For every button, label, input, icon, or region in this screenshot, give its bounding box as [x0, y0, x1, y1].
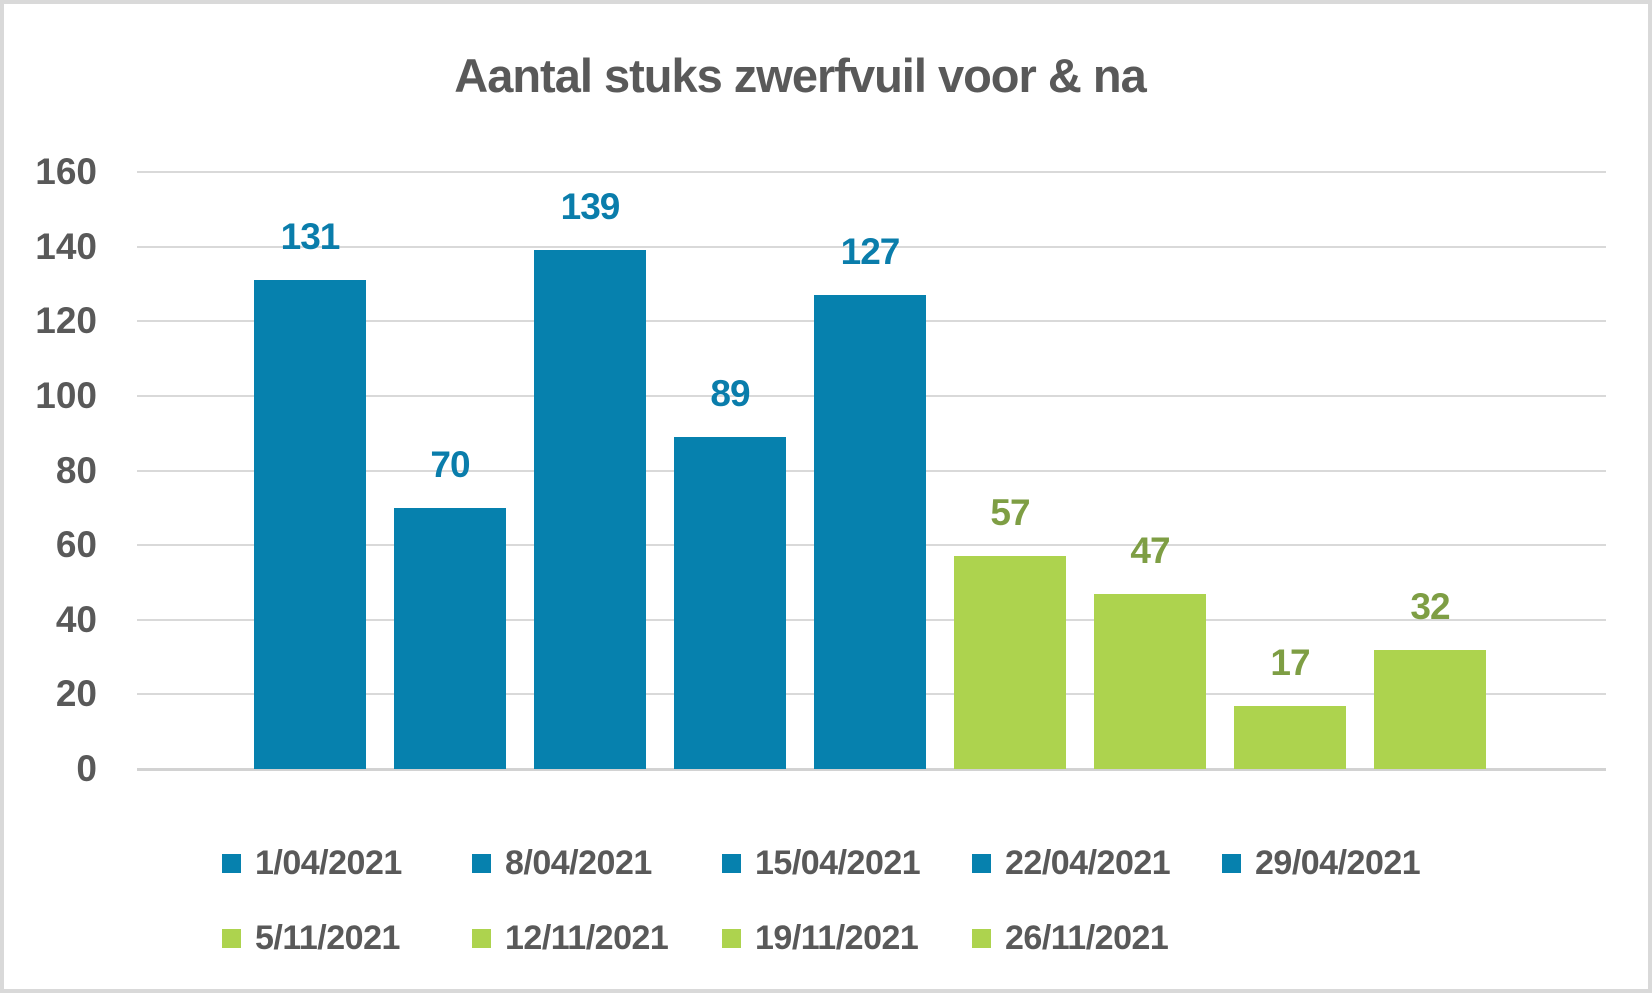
- legend-label: 19/11/2021: [755, 918, 919, 957]
- gridline-0: [137, 768, 1606, 771]
- legend-label: 26/11/2021: [1005, 918, 1169, 957]
- y-axis-tick-20: 20: [55, 673, 97, 715]
- legend-swatch-icon: [972, 853, 991, 873]
- bar-15-04-2021: [534, 250, 646, 769]
- bar-22-04-2021: [674, 437, 786, 769]
- plot-area: 0 20 40 60 80 100 120 140 160 131 70 139 89 127 57 47 17…: [4, 4, 1648, 989]
- bar-value-label: 139: [560, 186, 621, 227]
- legend-swatch-icon: [222, 853, 241, 873]
- bar-19-11-2021: [1234, 706, 1346, 769]
- bar-value-label: 47: [1130, 530, 1170, 571]
- bar-value-label: 32: [1410, 586, 1450, 627]
- legend-label: 8/04/2021: [505, 843, 652, 882]
- legend-item-29-04-2021: 29/04/2021: [1222, 843, 1421, 882]
- legend-item-5-11-2021: 5/11/2021: [222, 919, 400, 957]
- legend-label: 15/04/2021: [755, 843, 921, 882]
- legend-swatch-icon: [1222, 853, 1241, 873]
- chart-title: Aantal stuks zwerfvuil voor & na: [454, 49, 1146, 102]
- legend-swatch-icon: [972, 928, 991, 948]
- gridline-160: [137, 171, 1606, 173]
- legend-item-8-04-2021: 8/04/2021: [472, 844, 652, 882]
- bar-29-04-2021: [814, 295, 926, 769]
- bar-1-04-2021: [254, 280, 366, 769]
- bar-value-label: 70: [430, 444, 470, 485]
- legend-item-19-11-2021: 19/11/2021: [722, 918, 919, 957]
- legend-label: 12/11/2021: [505, 918, 669, 957]
- legend-label: 1/04/2021: [255, 843, 402, 882]
- y-axis-tick-60: 60: [55, 524, 97, 566]
- legend-swatch-icon: [472, 928, 491, 948]
- gridline-140: [137, 245, 1606, 248]
- legend-swatch-icon: [222, 928, 241, 948]
- bar-12-11-2021: [1094, 594, 1206, 769]
- legend-item-12-11-2021: 12/11/2021: [472, 918, 669, 957]
- legend-label: 5/11/2021: [255, 918, 400, 957]
- legend-swatch-icon: [722, 853, 741, 873]
- y-axis-tick-140: 140: [35, 225, 97, 267]
- legend-swatch-icon: [722, 928, 741, 948]
- legend-item-22-04-2021: 22/04/2021: [972, 843, 1171, 882]
- legend-swatch-icon: [472, 853, 491, 873]
- bar-value-label: 17: [1270, 642, 1310, 683]
- legend-label: 29/04/2021: [1255, 843, 1421, 882]
- legend-label: 22/04/2021: [1005, 843, 1171, 882]
- y-axis-tick-160: 160: [35, 151, 97, 192]
- legend-item-15-04-2021: 15/04/2021: [722, 843, 921, 882]
- y-axis-tick-40: 40: [55, 598, 97, 640]
- bar-8-04-2021: [394, 508, 506, 769]
- y-axis-tick-80: 80: [55, 449, 97, 491]
- bar-value-label: 131: [280, 216, 341, 257]
- bar-value-label: 127: [840, 231, 901, 272]
- y-axis-tick-0: 0: [76, 748, 97, 789]
- bar-5-11-2021: [954, 556, 1066, 769]
- bar-value-label: 57: [990, 492, 1030, 533]
- y-axis-tick-100: 100: [35, 374, 97, 416]
- bar-26-11-2021: [1374, 650, 1486, 769]
- bar-value-label: 89: [710, 373, 750, 414]
- y-axis-tick-120: 120: [35, 300, 97, 342]
- legend-item-1-04-2021: 1/04/2021: [222, 844, 402, 882]
- legend-item-26-11-2021: 26/11/2021: [972, 918, 1169, 957]
